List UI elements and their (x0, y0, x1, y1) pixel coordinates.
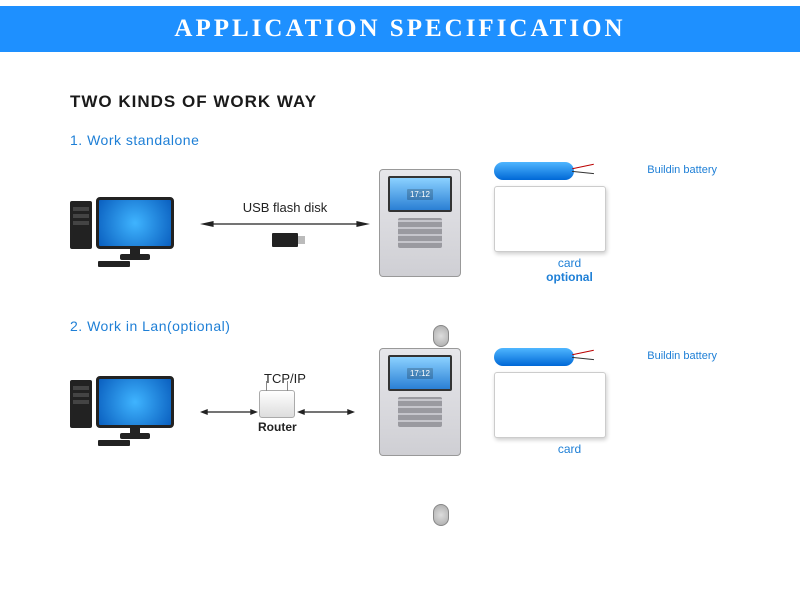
header-band: APPLICATION SPECIFICATION (0, 6, 800, 52)
section-title: TWO KINDS OF WORK WAY (70, 92, 730, 112)
mode1-row: USB flash disk 17:12 B (70, 162, 730, 284)
mode2-label: 2. Work in Lan(optional) (70, 318, 730, 334)
terminal-time: 17:12 (407, 368, 433, 379)
header-title: APPLICATION SPECIFICATION (174, 15, 625, 43)
pc-keyboard-icon (98, 261, 130, 267)
card-label: card (494, 256, 645, 270)
mode2-link: TCP/IP Router (200, 371, 370, 434)
pc-illustration (70, 197, 200, 249)
optional-label: optional (494, 270, 645, 284)
double-arrow-icon (297, 407, 355, 417)
battery-label: Buildin battery (647, 164, 717, 176)
double-arrow-icon (200, 219, 370, 229)
mode1-link-text: USB flash disk (243, 200, 328, 215)
battery-icon (494, 348, 574, 366)
usb-flash-icon (272, 233, 298, 247)
mode2-link-text: TCP/IP (264, 371, 306, 386)
pc-tower-icon (70, 380, 92, 428)
mode2-row: TCP/IP Router (70, 348, 730, 456)
terminal-keypad-icon (398, 218, 442, 248)
pc-monitor-icon (96, 376, 174, 428)
fingerprint-sensor-icon (433, 504, 449, 526)
pc-monitor-icon (96, 197, 174, 249)
card-icon (494, 372, 606, 438)
battery-icon (494, 162, 574, 180)
card-label: card (494, 442, 645, 456)
battery-label: Buildin battery (647, 350, 717, 362)
terminal-keypad-icon (398, 397, 442, 427)
content-area: TWO KINDS OF WORK WAY 1. Work standalone… (0, 52, 800, 456)
mode1-extras: Buildin battery card optional (470, 162, 645, 284)
mode1-label: 1. Work standalone (70, 132, 730, 148)
pc-keyboard-icon (98, 440, 130, 446)
card-icon (494, 186, 606, 252)
router-icon: Router (258, 390, 297, 434)
mode1-link: USB flash disk (200, 200, 370, 247)
double-arrow-icon (200, 407, 258, 417)
terminal-time: 17:12 (407, 189, 433, 200)
pc-tower-icon (70, 201, 92, 249)
fingerprint-sensor-icon (433, 325, 449, 347)
terminal-device-2: 17:12 (370, 348, 470, 456)
mode2-extras: Buildin battery card (470, 348, 645, 456)
pc-illustration-2 (70, 376, 200, 428)
terminal-device: 17:12 (370, 169, 470, 277)
router-label: Router (258, 420, 297, 434)
